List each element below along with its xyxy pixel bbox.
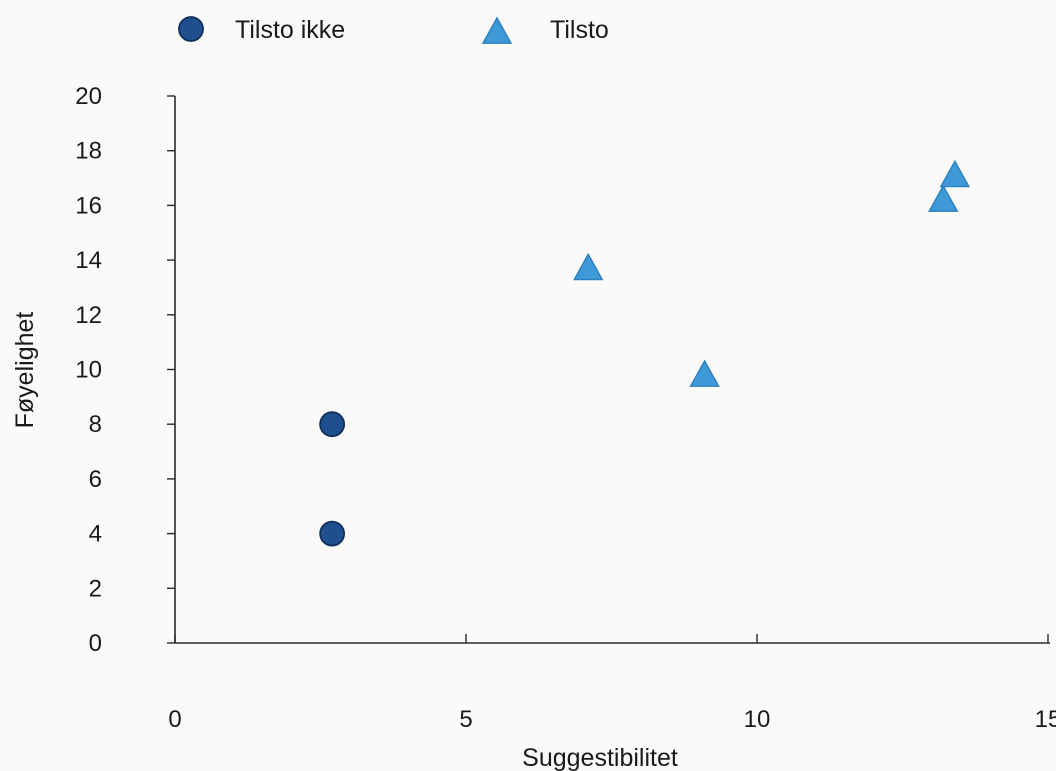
x-tick-label: 10 <box>744 706 771 733</box>
data-point-triangle <box>689 359 720 387</box>
data-points <box>319 159 971 547</box>
y-tick-label: 4 <box>89 521 102 548</box>
x-axis-title: Suggestibilitet <box>522 744 678 771</box>
y-tick-label: 2 <box>89 575 102 602</box>
y-ticks: 0 2 4 6 8 10 12 14 16 18 20 <box>75 83 175 657</box>
legend: Tilsto ikke Tilsto <box>178 16 609 44</box>
y-tick-label: 8 <box>89 411 102 438</box>
x-tick-label: 15 <box>1035 706 1056 733</box>
y-tick-label: 20 <box>75 83 102 110</box>
legend-marker-circle <box>178 16 204 42</box>
x-ticks: 0 5 10 15 <box>168 634 1056 733</box>
y-tick-label: 6 <box>89 466 102 493</box>
y-tick-label: 12 <box>75 302 102 329</box>
legend-marker-triangle <box>481 16 513 44</box>
data-point-triangle <box>928 184 959 212</box>
x-tick-label: 0 <box>168 706 181 733</box>
legend-label: Tilsto ikke <box>235 16 345 44</box>
y-tick-label: 18 <box>75 138 102 165</box>
y-tick-label: 0 <box>89 630 102 657</box>
y-tick-label: 14 <box>75 247 102 274</box>
legend-label: Tilsto <box>550 16 609 44</box>
y-axis-title: Føyelighet <box>11 312 39 429</box>
data-point-triangle <box>573 252 604 281</box>
data-point-circle <box>319 411 346 438</box>
y-tick-label: 10 <box>75 357 102 384</box>
axes <box>174 96 1050 644</box>
y-tick-label: 16 <box>75 192 102 219</box>
x-tick-label: 5 <box>459 706 472 733</box>
data-point-triangle <box>939 159 971 188</box>
data-point-circle <box>319 520 346 547</box>
legend-item: Tilsto ikke <box>178 16 345 44</box>
legend-item: Tilsto <box>481 16 609 44</box>
